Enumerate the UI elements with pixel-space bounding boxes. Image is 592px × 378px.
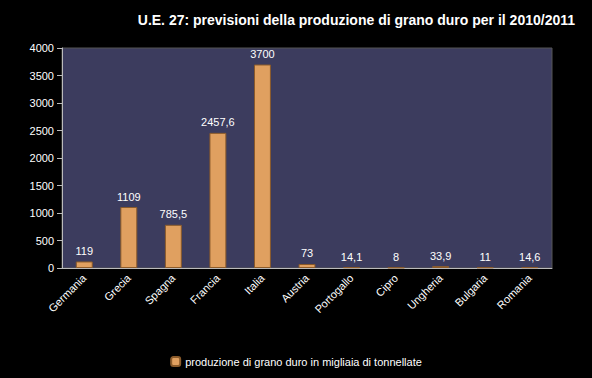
svg-text:Romania: Romania	[494, 271, 534, 311]
svg-text:3000: 3000	[30, 97, 54, 109]
svg-text:14,6: 14,6	[519, 251, 540, 263]
svg-text:33,9: 33,9	[430, 250, 451, 262]
svg-text:8: 8	[393, 251, 399, 263]
svg-text:Austria: Austria	[279, 271, 312, 304]
svg-text:1000: 1000	[30, 207, 54, 219]
svg-text:Germania: Germania	[46, 271, 89, 314]
svg-text:Italia: Italia	[242, 271, 268, 297]
svg-text:Cipro: Cipro	[373, 272, 400, 299]
svg-text:0: 0	[48, 262, 54, 274]
svg-text:785,5: 785,5	[160, 208, 188, 220]
svg-text:3700: 3700	[250, 48, 274, 60]
svg-text:Grecia: Grecia	[102, 271, 134, 303]
svg-text:1109: 1109	[117, 191, 141, 203]
svg-text:U.E. 27: previsioni della prod: U.E. 27: previsioni della produzione di …	[138, 12, 575, 28]
svg-text:2000: 2000	[30, 152, 54, 164]
svg-text:Bulgaria: Bulgaria	[452, 271, 490, 309]
svg-text:Ungheria: Ungheria	[405, 271, 446, 312]
svg-text:11: 11	[479, 251, 490, 263]
svg-text:119: 119	[75, 245, 93, 257]
svg-text:produzione di grano duro in mi: produzione di grano duro in migliaia di …	[185, 356, 422, 368]
svg-text:Portogallo: Portogallo	[312, 272, 355, 315]
svg-text:2457,6: 2457,6	[201, 116, 235, 128]
svg-text:4000: 4000	[30, 42, 54, 54]
svg-text:2500: 2500	[30, 125, 54, 137]
svg-text:Francia: Francia	[188, 271, 223, 306]
svg-text:73: 73	[301, 247, 313, 259]
svg-text:Spagna: Spagna	[142, 271, 178, 307]
svg-text:14,1: 14,1	[341, 251, 362, 263]
svg-text:1500: 1500	[30, 180, 54, 192]
svg-text:500: 500	[36, 235, 54, 247]
svg-text:3500: 3500	[30, 70, 54, 82]
